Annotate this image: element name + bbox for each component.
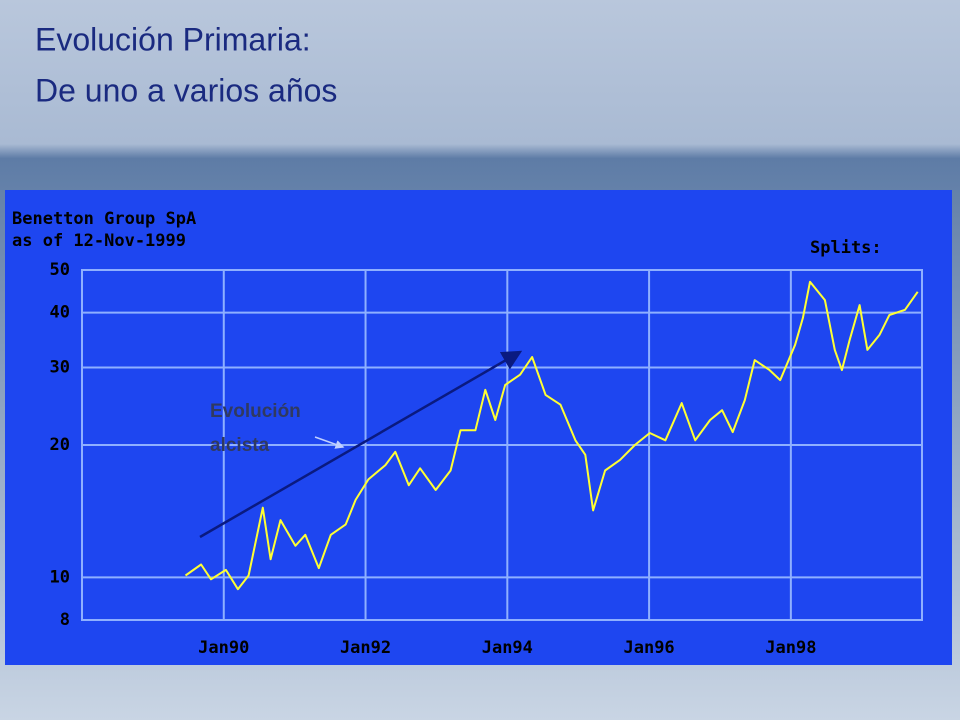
y-tick-label: 30 [50,358,70,378]
trend-arrow [199,350,523,539]
splits-label: Splits: [810,238,882,258]
y-tick-label: 8 [60,610,70,630]
x-tick-label: Jan98 [765,638,816,658]
y-tick-label: 20 [50,435,70,455]
x-tick-label: Jan92 [340,638,391,658]
chart-background [5,190,952,665]
y-tick-label: 50 [50,260,70,280]
x-tick-label: Jan96 [623,638,674,658]
slide-title: De uno a varios años [35,72,337,108]
slide-title: Evolución Primaria: [35,21,311,57]
chart-title: Benetton Group SpA [12,209,196,229]
price-line [184,280,919,591]
y-tick-label: 10 [50,567,70,587]
annotation: Evolución [210,401,301,422]
x-tick-label: Jan94 [482,638,533,658]
chart-subtitle: as of 12-Nov-1999 [12,231,186,251]
annotation: alcista [210,435,270,456]
x-tick-label: Jan90 [198,638,249,658]
y-tick-label: 40 [50,303,70,323]
annotation-pointer [314,436,345,449]
